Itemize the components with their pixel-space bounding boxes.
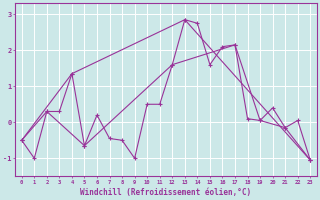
- X-axis label: Windchill (Refroidissement éolien,°C): Windchill (Refroidissement éolien,°C): [80, 188, 252, 197]
